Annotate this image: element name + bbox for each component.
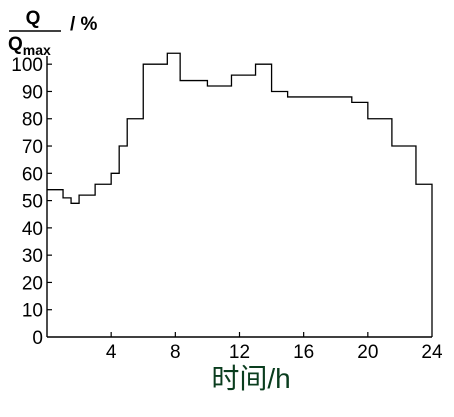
y-tick-label: 10 xyxy=(22,301,43,322)
x-tick-label: 24 xyxy=(421,342,443,363)
x-tick-label: 4 xyxy=(106,342,117,363)
y-tick-label: 80 xyxy=(22,110,43,131)
y-tick-label: 70 xyxy=(22,137,43,158)
y-tick-label: 30 xyxy=(22,246,43,267)
y-tick-label: 90 xyxy=(22,82,43,103)
y-axis-label-denominator-base: Q xyxy=(8,34,23,55)
y-tick-label: 40 xyxy=(22,219,43,240)
x-axis-label: 时间/h xyxy=(211,363,290,394)
y-tick-label: 100 xyxy=(11,55,43,76)
y-tick-label: 0 xyxy=(32,328,43,349)
x-tick-label: 12 xyxy=(229,342,250,363)
y-tick-label: 50 xyxy=(22,192,43,213)
y-axis-label: Q Qmax / % xyxy=(8,8,98,58)
y-axis-label-unit: / % xyxy=(70,14,98,35)
y-tick-label: 60 xyxy=(22,164,43,185)
y-axis-label-numerator: Q xyxy=(26,8,41,29)
x-tick-label: 20 xyxy=(357,342,378,363)
series-layer xyxy=(47,53,432,337)
x-tick-label: 16 xyxy=(293,342,314,363)
axes xyxy=(47,56,432,337)
x-tick-label: 8 xyxy=(170,342,181,363)
ticks: 0 10 20 30 40 50 60 70 80 90 100 4 8 12 16 20 24 xyxy=(11,55,443,363)
y-tick-label: 20 xyxy=(22,273,43,294)
series-line xyxy=(47,53,432,337)
